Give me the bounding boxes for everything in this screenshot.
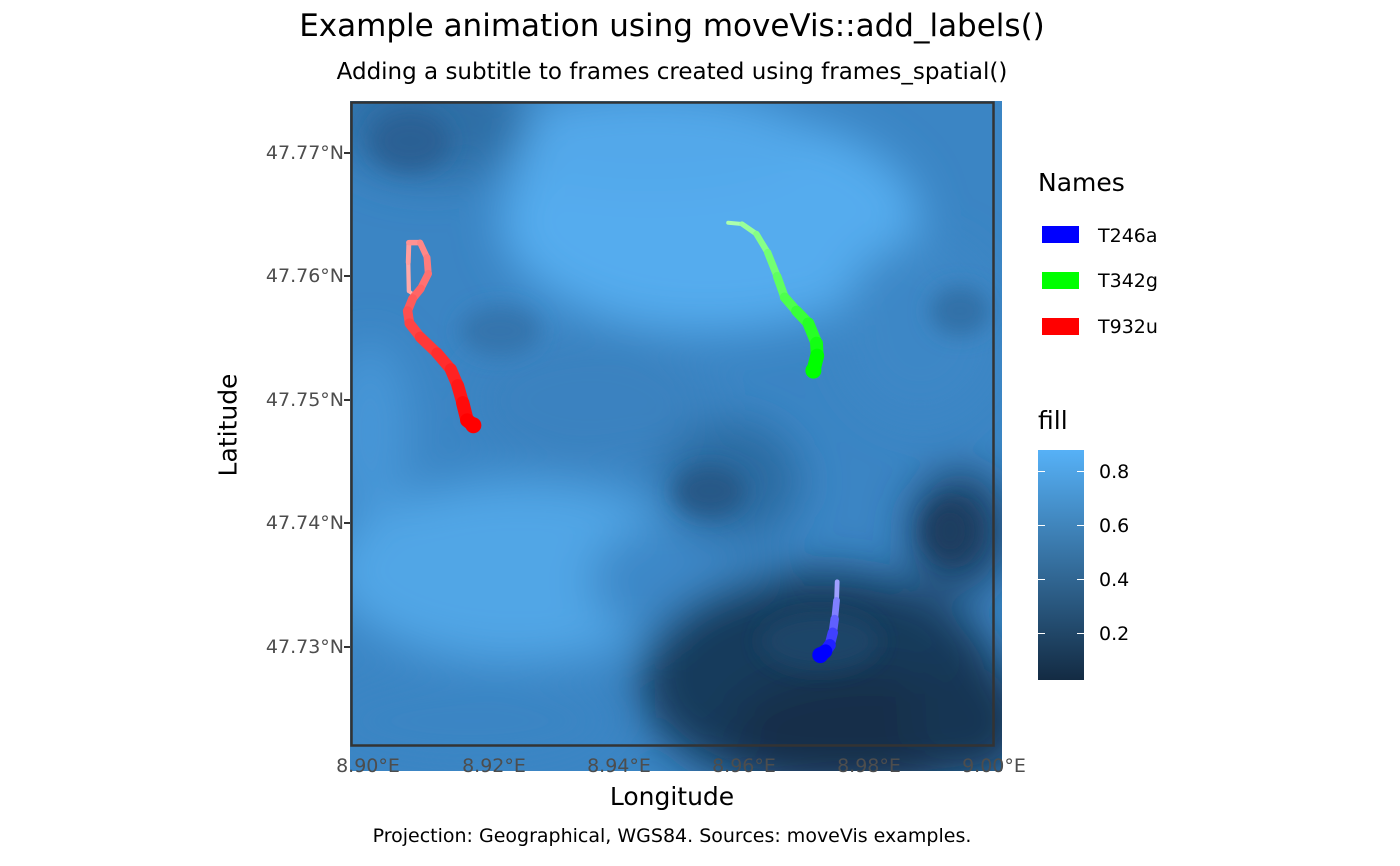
y-tick-mark — [344, 399, 350, 401]
track-head-point — [465, 417, 482, 434]
track-head-point — [812, 647, 829, 664]
colorbar-tick-label: 0.8 — [1099, 461, 1130, 483]
map-raster-svg — [350, 101, 1002, 771]
x-tick-label: 8.98°E — [837, 755, 901, 777]
x-tick-label: 8.96°E — [712, 755, 776, 777]
plot-caption: Projection: Geographical, WGS84. Sources… — [372, 825, 972, 847]
plot-title: Example animation using moveVis::add_lab… — [299, 8, 1045, 44]
y-tick-mark — [344, 646, 350, 648]
raster-background — [350, 101, 1002, 771]
legend-item-label: T246a — [1098, 225, 1158, 247]
x-tick-label: 8.92°E — [462, 755, 526, 777]
movement-tracks — [402, 220, 840, 664]
x-tick-label: 8.94°E — [587, 755, 651, 777]
colorbar-tick-mark — [1077, 525, 1084, 526]
track-segment — [405, 240, 412, 265]
y-tick-label: 47.74°N — [265, 512, 344, 534]
y-tick-label: 47.75°N — [265, 389, 344, 411]
y-tick-mark — [344, 522, 350, 524]
colorbar-tick-mark — [1038, 471, 1045, 472]
colorbar-tick-mark — [1077, 633, 1084, 634]
colorbar-tick-mark — [1038, 579, 1045, 580]
plot-subtitle: Adding a subtitle to frames created usin… — [336, 59, 1008, 85]
colorbar-tick-label: 0.6 — [1099, 515, 1130, 537]
legend-item-label: T342g — [1098, 270, 1158, 292]
x-axis-title: Longitude — [609, 782, 735, 811]
y-tick-label: 47.77°N — [265, 142, 344, 164]
legend-key-swatch — [1042, 318, 1079, 335]
x-tick-label: 8.90°E — [336, 755, 400, 777]
y-tick-label: 47.76°N — [265, 265, 344, 287]
colorbar — [1038, 450, 1084, 680]
y-tick-mark — [344, 275, 350, 277]
x-tick-label: 9.00°E — [962, 755, 1026, 777]
legend-key-swatch — [1042, 272, 1079, 289]
y-tick-mark — [344, 152, 350, 154]
track-head-point — [805, 362, 822, 379]
colorbar-tick-mark — [1077, 471, 1084, 472]
colorbar-tick-mark — [1038, 633, 1045, 634]
y-tick-label: 47.73°N — [265, 636, 344, 658]
colorbar-tick-mark — [1038, 525, 1045, 526]
panel-border — [350, 101, 995, 747]
legend-title: Names — [1038, 168, 1125, 197]
colorbar-tick-mark — [1077, 579, 1084, 580]
colorbar-tick-label: 0.2 — [1099, 623, 1130, 645]
legend-item-label: T932u — [1098, 316, 1158, 338]
colorbar-tick-label: 0.4 — [1099, 569, 1130, 591]
y-axis-title: Latitude — [213, 373, 243, 477]
colorbar-title: fill — [1038, 406, 1068, 435]
track-segment — [406, 260, 412, 294]
legend-key-swatch — [1042, 226, 1079, 243]
